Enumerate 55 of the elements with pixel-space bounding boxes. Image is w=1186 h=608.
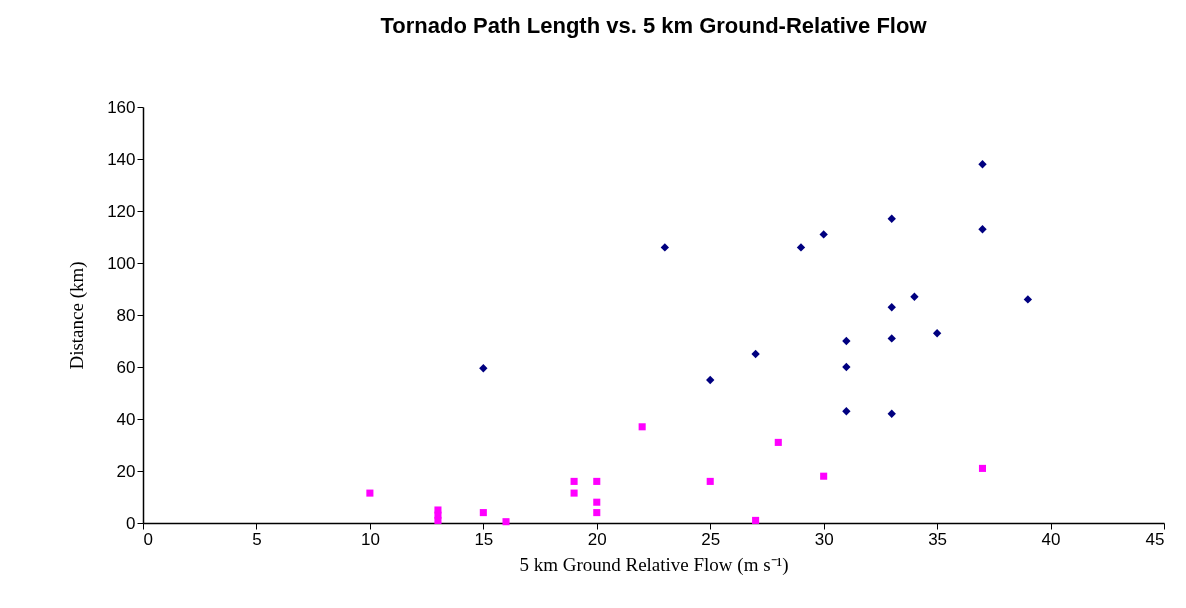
point [752,516,760,524]
x-tick-label: 10 [360,529,380,549]
point [706,477,714,485]
point [570,489,578,497]
point [479,364,488,373]
point [932,329,942,338]
point [842,407,851,416]
point [479,509,487,517]
x-tick-label: 5 [252,529,262,549]
point [842,336,851,346]
point [1023,295,1033,304]
x-tick-label: 15 [474,529,494,549]
y-tick-label: 120 [107,201,136,221]
point [887,214,896,223]
point [796,243,806,252]
y-tick-label: 20 [116,461,136,481]
point [978,225,987,234]
x-tick-label: 30 [814,529,834,549]
x-tick-label: 35 [928,529,948,549]
point [842,362,851,372]
x-tick-label: 40 [1041,529,1061,549]
y-tick-label: 80 [116,305,136,325]
point [887,334,896,343]
x-axis-title: 5 km Ground Relative Flow (m s⁻¹) [519,553,789,576]
point [820,472,828,480]
point [570,477,578,485]
point [706,375,715,385]
y-tick-label: 40 [116,409,136,429]
point [910,292,919,301]
x-tick-label: 25 [701,529,721,549]
y-tick-label: 100 [107,253,136,273]
y-tick-label: 160 [107,97,136,117]
y-tick-label: 0 [126,513,136,533]
y-tick-label: 140 [107,149,136,169]
x-tick-label: 45 [1145,529,1165,549]
point [751,349,760,359]
point [887,409,896,418]
point [638,423,646,431]
point [978,464,987,472]
point [502,518,510,526]
point [978,160,987,169]
point [593,509,601,517]
point [774,438,782,446]
y-tick-label: 60 [116,357,136,377]
x-tick-label: 20 [587,529,607,549]
point [593,498,601,506]
point [819,230,828,239]
point [660,243,670,252]
point [366,489,374,497]
point [593,477,601,485]
y-axis-title: Distance (km) [66,261,89,370]
x-tick-label: 0 [143,529,153,549]
chart-title: Tornado Path Length vs. 5 km Ground-Relative Flow [380,13,928,38]
point [434,516,442,524]
point [887,303,896,312]
